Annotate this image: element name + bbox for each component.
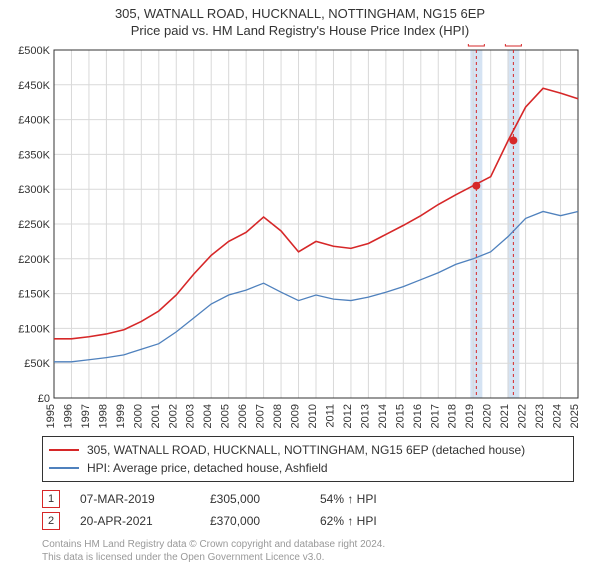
sale-marker-badge-text: 2 bbox=[510, 44, 516, 45]
x-tick-label: 2003 bbox=[185, 404, 197, 428]
y-tick-label: £450K bbox=[18, 80, 50, 92]
x-tick-label: 2023 bbox=[534, 404, 546, 428]
x-tick-label: 2010 bbox=[307, 404, 319, 428]
x-tick-label: 2025 bbox=[569, 404, 581, 428]
x-tick-label: 2020 bbox=[482, 404, 494, 428]
x-tick-label: 2015 bbox=[394, 404, 406, 428]
title-address: 305, WATNALL ROAD, HUCKNALL, NOTTINGHAM,… bbox=[10, 6, 590, 21]
legend-label: 305, WATNALL ROAD, HUCKNALL, NOTTINGHAM,… bbox=[87, 443, 525, 457]
x-tick-label: 2008 bbox=[272, 404, 284, 428]
legend-swatch bbox=[49, 449, 79, 451]
legend-row: 305, WATNALL ROAD, HUCKNALL, NOTTINGHAM,… bbox=[49, 441, 567, 459]
y-tick-label: £500K bbox=[18, 45, 50, 57]
legend-swatch bbox=[49, 467, 79, 469]
y-tick-label: £0 bbox=[38, 393, 50, 405]
titles: 305, WATNALL ROAD, HUCKNALL, NOTTINGHAM,… bbox=[0, 0, 600, 40]
y-tick-label: £400K bbox=[18, 115, 50, 127]
sale-marker-dot bbox=[509, 136, 517, 144]
chart-container: 305, WATNALL ROAD, HUCKNALL, NOTTINGHAM,… bbox=[0, 0, 600, 560]
title-subtitle: Price paid vs. HM Land Registry's House … bbox=[10, 23, 590, 38]
x-tick-label: 2012 bbox=[342, 404, 354, 428]
x-tick-label: 2014 bbox=[377, 404, 389, 428]
x-tick-label: 2009 bbox=[290, 404, 302, 428]
y-tick-label: £350K bbox=[18, 149, 50, 161]
x-tick-label: 2007 bbox=[255, 404, 267, 428]
chart-svg: £0 £50K £100K £150K £200K £250K £300K £350K £400… bbox=[8, 44, 588, 428]
x-tick-label: 2021 bbox=[499, 404, 511, 428]
sale-marker-badge-text: 1 bbox=[473, 44, 479, 45]
x-tick-label: 1995 bbox=[45, 404, 57, 428]
chart: £0 £50K £100K £150K £200K £250K £300K £350K £400… bbox=[8, 44, 588, 428]
x-tick-label: 2005 bbox=[220, 404, 232, 428]
x-tick-label: 2019 bbox=[464, 404, 476, 428]
sale-date: 07-MAR-2019 bbox=[80, 492, 210, 506]
sale-badge: 2 bbox=[42, 512, 60, 530]
legend-row: HPI: Average price, detached house, Ashf… bbox=[49, 459, 567, 477]
y-tick-label: £50K bbox=[24, 358, 50, 370]
x-tick-label: 2011 bbox=[324, 404, 336, 428]
attribution-line: This data is licensed under the Open Gov… bbox=[42, 551, 574, 564]
x-tick-label: 2017 bbox=[429, 404, 441, 428]
sale-row: 1 07-MAR-2019£305,00054% ↑ HPI bbox=[42, 488, 574, 510]
x-tick-label: 1996 bbox=[62, 404, 74, 428]
y-tick-label: £250K bbox=[18, 219, 50, 231]
attribution: Contains HM Land Registry data © Crown c… bbox=[42, 538, 574, 564]
attribution-line: Contains HM Land Registry data © Crown c… bbox=[42, 538, 574, 551]
x-tick-label: 2004 bbox=[202, 404, 214, 428]
sale-delta: 62% ↑ HPI bbox=[320, 514, 420, 528]
x-tick-label: 2006 bbox=[237, 404, 249, 428]
y-tick-label: £300K bbox=[18, 184, 50, 196]
y-tick-label: £200K bbox=[18, 254, 50, 266]
x-tick-label: 1998 bbox=[97, 404, 109, 428]
legend-label: HPI: Average price, detached house, Ashf… bbox=[87, 461, 328, 475]
x-tick-label: 2013 bbox=[359, 404, 371, 428]
sale-date: 20-APR-2021 bbox=[80, 514, 210, 528]
x-tick-label: 2000 bbox=[132, 404, 144, 428]
y-tick-label: £150K bbox=[18, 289, 50, 301]
x-tick-label: 1999 bbox=[115, 404, 127, 428]
sale-row: 2 20-APR-2021£370,00062% ↑ HPI bbox=[42, 510, 574, 532]
x-tick-label: 2016 bbox=[412, 404, 424, 428]
sale-badge: 1 bbox=[42, 490, 60, 508]
x-tick-label: 1997 bbox=[80, 404, 92, 428]
legend: 305, WATNALL ROAD, HUCKNALL, NOTTINGHAM,… bbox=[42, 436, 574, 482]
sale-delta: 54% ↑ HPI bbox=[320, 492, 420, 506]
x-tick-label: 2024 bbox=[552, 404, 564, 428]
y-tick-label: £100K bbox=[18, 323, 50, 335]
sale-price: £370,000 bbox=[210, 514, 320, 528]
sale-rows: 1 07-MAR-2019£305,00054% ↑ HPI 2 20-APR-202… bbox=[42, 488, 574, 532]
x-tick-label: 2002 bbox=[167, 404, 179, 428]
x-tick-label: 2001 bbox=[150, 404, 162, 428]
sale-marker-dot bbox=[472, 182, 480, 190]
sale-price: £305,000 bbox=[210, 492, 320, 506]
x-tick-label: 2018 bbox=[447, 404, 459, 428]
x-tick-label: 2022 bbox=[517, 404, 529, 428]
